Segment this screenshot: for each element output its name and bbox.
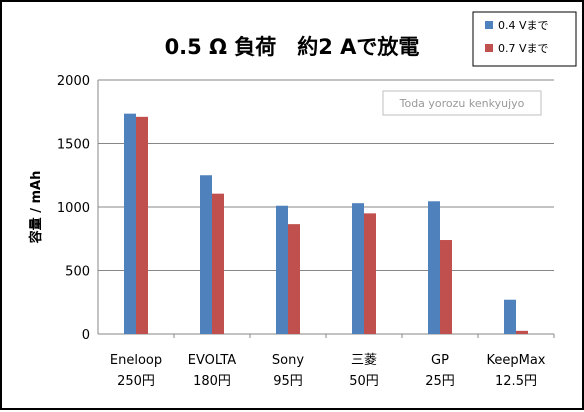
bar-series2 xyxy=(212,193,224,334)
y-tick-label: 500 xyxy=(65,265,90,280)
bar-series1 xyxy=(428,201,440,334)
bar-series1 xyxy=(504,299,516,334)
x-tick-price: 95円 xyxy=(273,374,303,389)
y-axis-label: 容量 / mAh xyxy=(28,171,44,245)
x-tick-price: 25円 xyxy=(425,374,455,389)
x-tick-label: KeepMax xyxy=(486,353,545,368)
x-tick-price: 50円 xyxy=(349,374,379,389)
bar-series2 xyxy=(440,240,452,334)
chart-title: 0.5 Ω 負荷 約2 Aで放電 xyxy=(165,35,420,59)
bar-series1 xyxy=(124,113,136,334)
y-tick-label: 0 xyxy=(82,328,90,343)
y-tick-label: 1500 xyxy=(57,138,90,153)
bar-series2 xyxy=(288,224,300,334)
x-tick-price: 12.5円 xyxy=(495,374,537,389)
bar-series1 xyxy=(352,203,364,334)
legend-swatch xyxy=(485,21,493,29)
legend-label: 0.7 Vまで xyxy=(498,42,549,55)
bar-series2 xyxy=(136,116,148,334)
bar-series1 xyxy=(276,205,288,334)
x-tick-price: 250円 xyxy=(117,374,155,389)
y-tick-label: 2000 xyxy=(57,74,90,89)
x-tick-label: Sony xyxy=(272,353,304,368)
legend-label: 0.4 Vまで xyxy=(498,19,549,32)
bar-series1 xyxy=(200,175,212,334)
watermark-text: Toda yorozu kenkyujyo xyxy=(399,97,525,110)
y-tick-label: 1000 xyxy=(57,201,90,216)
watermark-box: Toda yorozu kenkyujyo xyxy=(382,90,542,116)
bar-series2 xyxy=(364,213,376,334)
x-tick-label: GP xyxy=(431,353,449,368)
x-tick-label: Eneloop xyxy=(110,353,162,368)
legend: 0.4 Vまで 0.7 Vまで xyxy=(472,11,577,67)
x-tick-price: 180円 xyxy=(193,374,231,389)
plot-area: 0 500 1000 1500 2000 Eneloop 250円 EVOLTA 180円 Son… xyxy=(57,74,555,389)
x-tick-label: EVOLTA xyxy=(188,353,236,368)
legend-swatch xyxy=(485,44,493,52)
x-tick-label: 三菱 xyxy=(351,353,377,368)
bar-series2 xyxy=(516,330,528,334)
